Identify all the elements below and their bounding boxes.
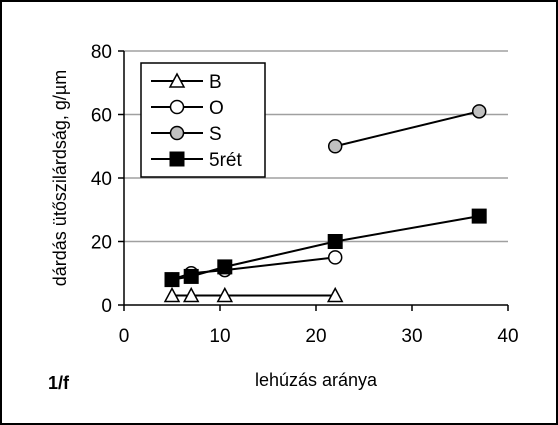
- x-tick-label: 0: [119, 326, 130, 347]
- data-point: [326, 286, 344, 303]
- data-point: [216, 286, 234, 303]
- series-layer: [163, 104, 487, 303]
- data-point: [163, 286, 181, 303]
- legend-marker: [169, 99, 185, 115]
- y-axis-ticks: 0 20 40 60 80: [91, 42, 124, 317]
- legend-marker: [169, 151, 185, 167]
- y-axis-label: dárdás ütőszilárdság, g/µm: [50, 70, 70, 286]
- x-tick-label: 40: [497, 326, 518, 347]
- legend-label: 5rét: [209, 150, 242, 171]
- legend-entry: 5rét: [151, 150, 242, 171]
- data-point: [217, 259, 233, 275]
- series-3: [164, 208, 487, 288]
- x-tick-label: 30: [401, 326, 422, 347]
- y-tick-label: 80: [91, 42, 112, 63]
- x-axis-ticks: 0 10 20 30 40: [119, 305, 519, 347]
- x-tick-label: 10: [209, 326, 230, 347]
- data-point: [471, 104, 487, 119]
- legend-entry: B: [151, 72, 222, 93]
- series-0: [163, 286, 344, 303]
- legend-label: S: [209, 124, 222, 145]
- y-tick-label: 20: [91, 233, 112, 254]
- legend: BOS 5rét: [140, 62, 266, 178]
- legend-marker: [168, 72, 186, 88]
- data-point: [327, 234, 343, 249]
- legend-entry: S: [151, 124, 222, 145]
- data-point: [164, 272, 180, 288]
- y-tick-label: 0: [101, 296, 112, 317]
- y-tick-label: 60: [91, 106, 112, 127]
- x-tick-label: 20: [305, 326, 326, 347]
- legend-label: B: [209, 72, 222, 93]
- x-axis-label: lehúzás aránya: [255, 370, 378, 390]
- data-point: [183, 268, 199, 284]
- series-2: [327, 104, 487, 154]
- legend-entry: O: [151, 98, 224, 119]
- y-tick-label: 40: [91, 169, 112, 190]
- figure-label: 1/f: [48, 373, 70, 393]
- data-point: [327, 250, 343, 265]
- data-point: [182, 286, 200, 303]
- legend-label: O: [209, 98, 224, 119]
- data-point: [327, 139, 343, 154]
- series-line: [334, 110, 480, 148]
- legend-marker: [169, 125, 185, 141]
- data-point: [471, 208, 487, 224]
